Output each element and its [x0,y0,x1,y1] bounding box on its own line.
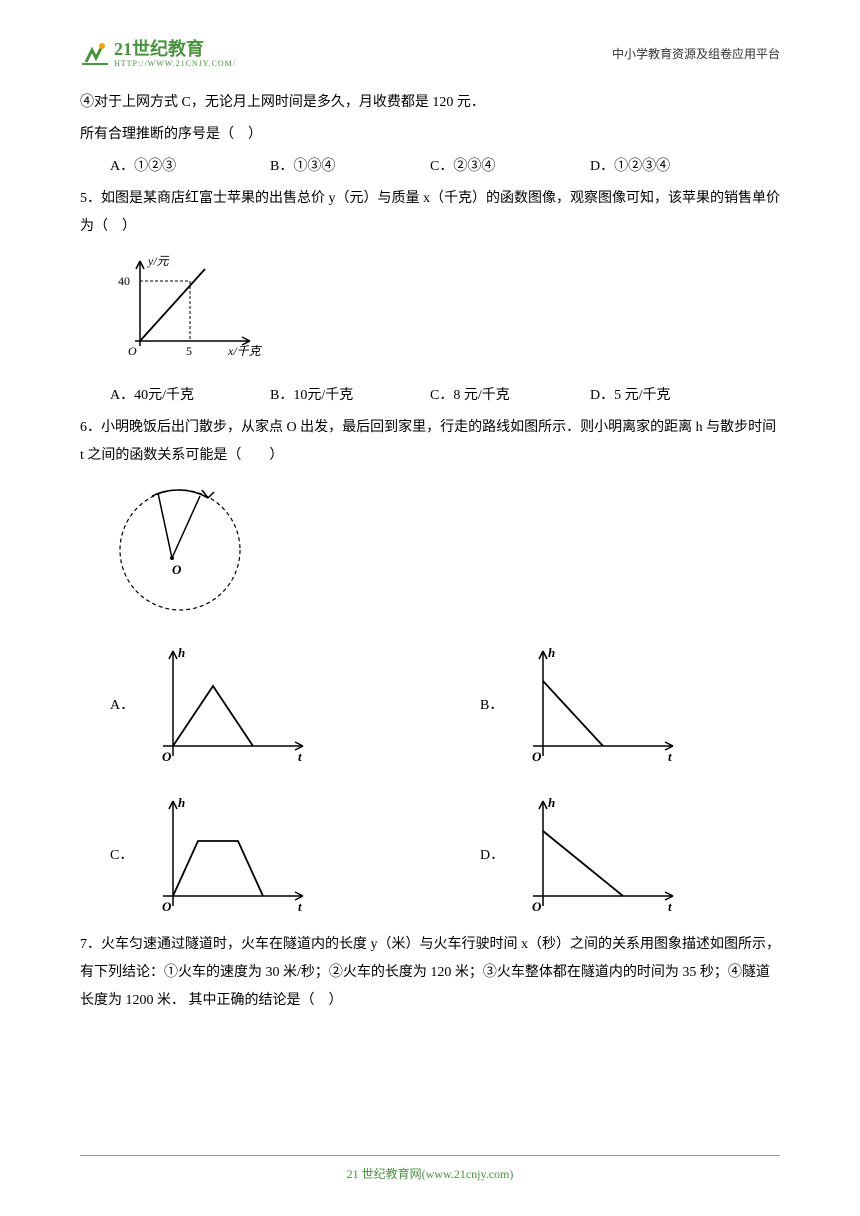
q5-opt-c: C．8 元/千克 [430,382,590,410]
opt-d: D．①②③④ [590,153,750,181]
q6-circle: O [110,480,780,631]
q6-graph-d-svg: h O t [508,791,688,921]
page-header: 21世纪教育 HTTP://WWW.21CNJY.COM/ 中小学教育资源及组卷… [80,40,780,69]
q5-chart: y/元 40 O 5 x/千克 [110,251,780,372]
svg-text:h: h [548,795,555,810]
q5-chart-svg: y/元 40 O 5 x/千克 [110,251,280,361]
footer-text: 21 世纪教育网(www.21cnjy.com) [347,1167,514,1181]
svg-text:O: O [162,749,172,764]
item4-statement: ④对于上网方式 C，无论月上网时间是多久，月收费都是 120 元． [80,89,780,117]
q5-options: A．40元/千克 B．10元/千克 C．8 元/千克 D．5 元/千克 [110,382,780,410]
q6-label-a: A． [110,692,130,720]
q6-graph-b: B． h O t [480,641,770,771]
logo-main-text: 21世纪教育 [114,40,236,60]
svg-text:t: t [298,899,302,914]
item4-options: A．①②③ B．①③④ C．②③④ D．①②③④ [110,153,780,181]
opt-a: A．①②③ [110,153,270,181]
item4-prompt: 所有合理推断的序号是（ ） [80,121,780,149]
svg-text:O: O [532,899,542,914]
svg-text:h: h [548,645,555,660]
svg-text:h: h [178,795,185,810]
q5-xtick: 5 [186,344,192,358]
q6-circle-svg: O [110,480,250,620]
q5-opt-a: A．40元/千克 [110,382,270,410]
svg-text:t: t [668,899,672,914]
q6-graph-d: D． h O t [480,791,770,921]
footer-line [80,1155,780,1156]
svg-text:O: O [162,899,172,914]
logo-sub-text: HTTP://WWW.21CNJY.COM/ [114,60,236,69]
q6-label-d: D． [480,842,500,870]
q6-graph-b-svg: h O t [508,641,688,771]
logo-text: 21世纪教育 HTTP://WWW.21CNJY.COM/ [114,40,236,69]
q7-text: 7．火车匀速通过隧道时，火车在隧道内的长度 y（米）与火车行驶时间 x（秒）之间… [80,931,780,1015]
logo-icon [80,40,110,68]
q6-graph-a: A． h O t [110,641,400,771]
content: ④对于上网方式 C，无论月上网时间是多久，月收费都是 120 元． 所有合理推断… [80,89,780,1015]
q6-text: 6．小明晚饭后出门散步，从家点 O 出发，最后回到家里，行走的路线如图所示．则小… [80,414,780,470]
q5-xlabel: x/千克 [227,344,263,358]
q5-opt-d: D．5 元/千克 [590,382,750,410]
svg-text:h: h [178,645,185,660]
q6-label-c: C． [110,842,130,870]
q5-text: 5．如图是某商店红富士苹果的出售总价 y（元）与质量 x（千克）的函数图像，观察… [80,185,780,241]
page-footer: 21 世纪教育网(www.21cnjy.com) [0,1155,860,1186]
q6-label-b: B． [480,692,500,720]
q6-graph-c: C． h O t [110,791,400,921]
svg-text:t: t [298,749,302,764]
q5-origin: O [128,344,137,358]
q5-ylabel: y/元 [147,254,170,268]
q6-o-label: O [172,562,182,577]
q5-ytick: 40 [118,274,130,288]
logo: 21世纪教育 HTTP://WWW.21CNJY.COM/ [80,40,236,69]
opt-b: B．①③④ [270,153,430,181]
svg-text:t: t [668,749,672,764]
q6-graph-c-svg: h O t [138,791,318,921]
q6-graph-a-svg: h O t [138,641,318,771]
opt-c: C．②③④ [430,153,590,181]
svg-text:O: O [532,749,542,764]
q5-opt-b: B．10元/千克 [270,382,430,410]
q6-graphs: A． h O t B． h O t [110,641,780,921]
header-right-text: 中小学教育资源及组卷应用平台 [612,42,780,66]
